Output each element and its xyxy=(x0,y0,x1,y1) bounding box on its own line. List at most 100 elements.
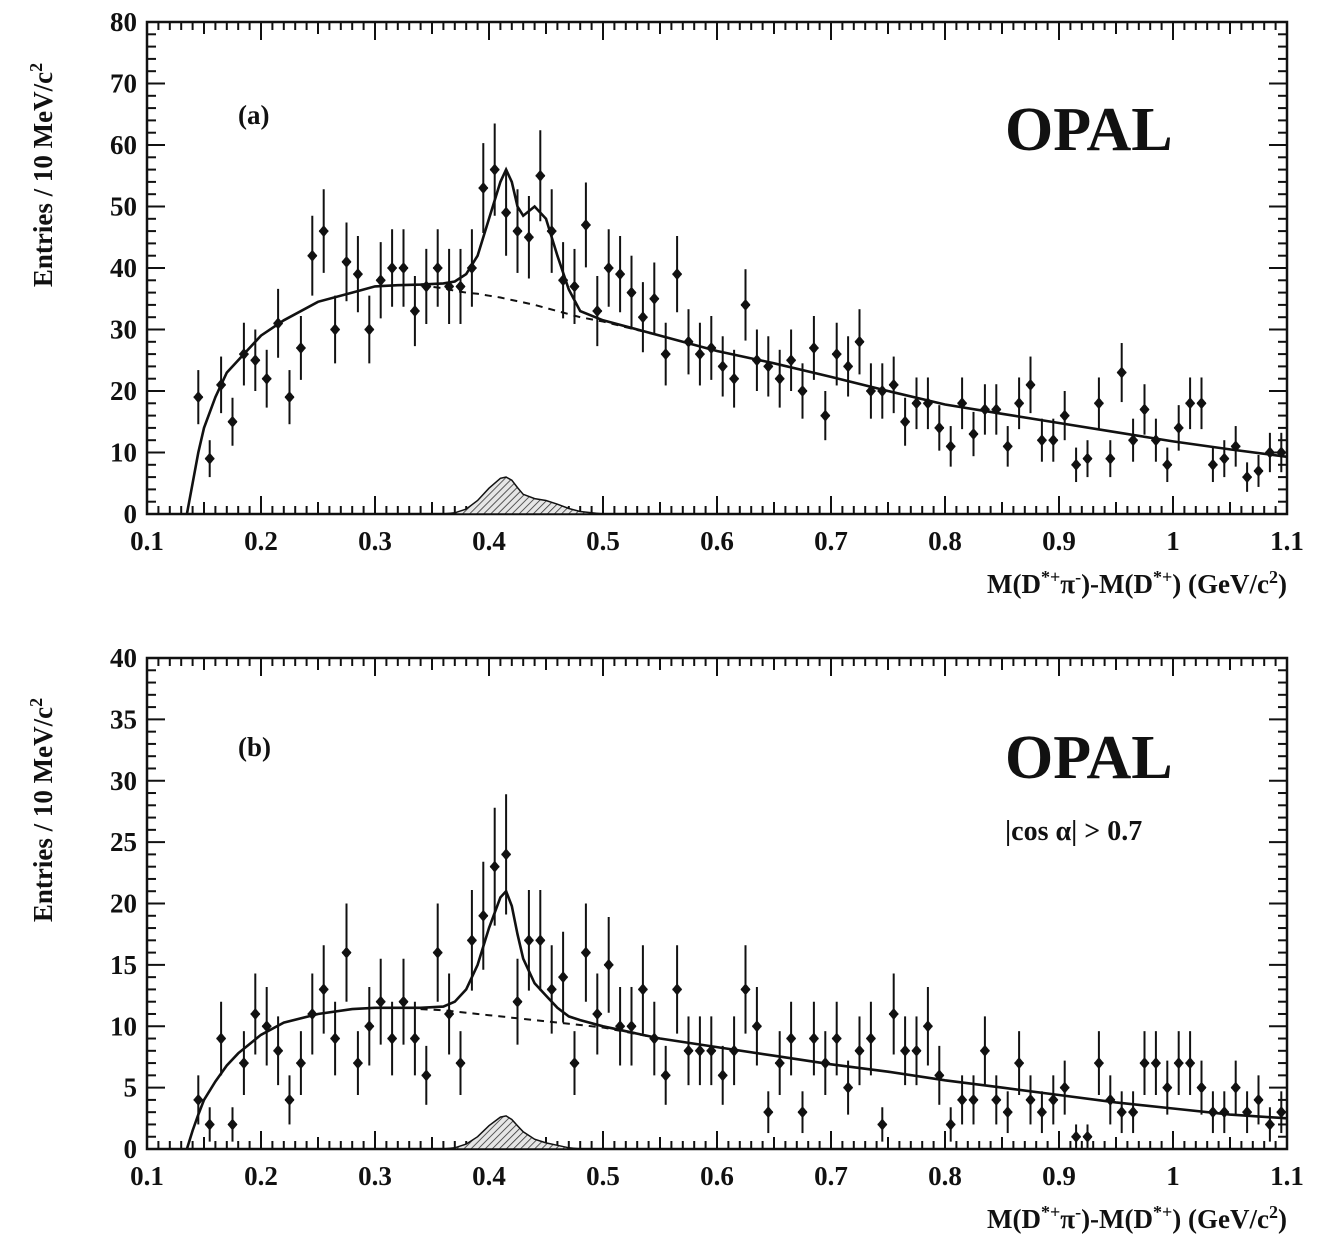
data-point xyxy=(888,356,899,414)
data-point xyxy=(1264,1107,1275,1142)
marker xyxy=(512,225,523,238)
marker xyxy=(717,1069,728,1082)
x-tick-label: 0.6 xyxy=(700,1161,734,1191)
data-point xyxy=(444,973,455,1055)
marker xyxy=(934,421,945,434)
fit-line xyxy=(185,888,1288,1150)
data-point xyxy=(1139,384,1150,435)
marker xyxy=(1116,366,1127,379)
data-point xyxy=(751,329,762,391)
data-point xyxy=(1105,1075,1116,1125)
marker xyxy=(626,286,637,299)
marker xyxy=(1162,458,1173,471)
y-tick-label: 25 xyxy=(110,827,137,857)
marker xyxy=(797,1106,808,1119)
data-point xyxy=(238,322,249,386)
data-point xyxy=(432,903,443,1002)
data-point xyxy=(683,1016,694,1086)
data-point xyxy=(523,196,534,279)
data-point xyxy=(740,269,751,341)
data-point xyxy=(843,1060,854,1115)
data-point xyxy=(489,123,500,216)
marker xyxy=(991,403,1002,416)
marker xyxy=(546,225,557,238)
data-point xyxy=(1048,1075,1059,1125)
marker xyxy=(729,1044,740,1057)
y-tick-label: 10 xyxy=(110,1011,137,1041)
marker xyxy=(1082,452,1093,465)
data-point xyxy=(341,222,352,302)
data-point xyxy=(1230,426,1241,467)
data-point xyxy=(888,973,899,1055)
data-point xyxy=(649,262,660,336)
data-point xyxy=(1230,1060,1241,1115)
x-tick-label: 0.2 xyxy=(244,526,278,556)
data-point xyxy=(1139,1031,1150,1095)
marker xyxy=(216,378,227,391)
data-point xyxy=(922,986,933,1066)
y-tick-label: 5 xyxy=(124,1073,138,1103)
marker xyxy=(193,391,204,404)
data-point xyxy=(364,295,375,364)
data-point xyxy=(455,1031,466,1095)
marker xyxy=(1276,446,1287,459)
data-point xyxy=(922,377,933,430)
signal-shape xyxy=(186,1115,1287,1150)
x-tick-label: 0.8 xyxy=(928,526,962,556)
opal-logo-text: OPAL xyxy=(1005,724,1173,792)
data-point xyxy=(706,315,717,380)
data-point xyxy=(751,986,762,1066)
marker xyxy=(307,249,318,262)
data-point xyxy=(1105,440,1116,478)
marker xyxy=(911,1044,922,1057)
marker xyxy=(512,995,523,1008)
y-axis-title: Entries / 10 MeV/c2 xyxy=(26,63,58,287)
background-curve xyxy=(420,1008,661,1040)
marker xyxy=(740,298,751,311)
y-tick-label: 0 xyxy=(124,499,138,529)
marker xyxy=(364,1020,375,1033)
marker xyxy=(489,860,500,873)
marker xyxy=(979,1044,990,1057)
marker xyxy=(957,1093,968,1106)
marker xyxy=(455,1057,466,1070)
marker xyxy=(672,983,683,996)
data-point xyxy=(421,248,432,324)
data-point xyxy=(979,384,990,435)
marker xyxy=(1230,440,1241,453)
data-point xyxy=(763,336,774,397)
marker xyxy=(558,971,569,984)
data-point xyxy=(1242,1091,1253,1134)
data-point xyxy=(284,370,295,425)
data-point xyxy=(535,889,546,991)
marker xyxy=(1196,397,1207,410)
marker xyxy=(1139,1057,1150,1070)
marker xyxy=(307,1007,318,1020)
data-point xyxy=(957,377,968,430)
marker xyxy=(501,206,512,219)
marker xyxy=(569,280,580,293)
marker xyxy=(535,169,546,182)
data-point xyxy=(512,189,523,273)
fit-curve xyxy=(185,888,1288,1150)
marker xyxy=(1185,1057,1196,1070)
marker xyxy=(637,983,648,996)
x-tick-label: 0.9 xyxy=(1042,1161,1076,1191)
marker xyxy=(409,305,420,318)
data-point xyxy=(204,440,215,478)
marker xyxy=(1173,1057,1184,1070)
data-point xyxy=(1219,440,1230,478)
data-point xyxy=(1014,377,1025,430)
data-point xyxy=(991,1075,1002,1125)
marker xyxy=(649,292,660,305)
x-tick-label: 0.7 xyxy=(814,526,848,556)
data-point xyxy=(307,215,318,296)
marker xyxy=(478,182,489,195)
x-tick-label: 1 xyxy=(1166,526,1180,556)
marker xyxy=(398,995,409,1008)
background-curve xyxy=(420,284,661,337)
marker xyxy=(1207,1106,1218,1119)
data-point xyxy=(729,349,740,408)
marker xyxy=(979,403,990,416)
